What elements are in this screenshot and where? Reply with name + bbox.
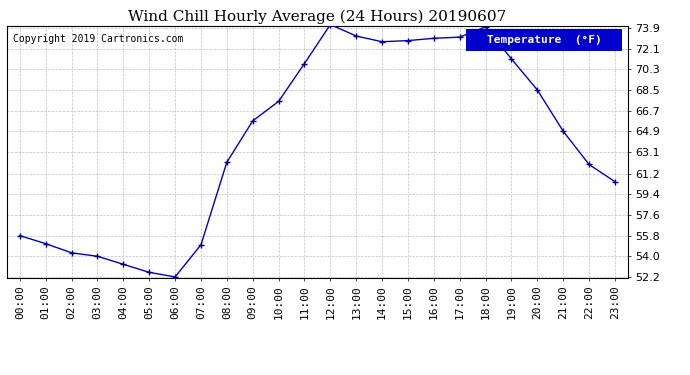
Title: Wind Chill Hourly Average (24 Hours) 20190607: Wind Chill Hourly Average (24 Hours) 201… — [128, 9, 506, 24]
Text: Copyright 2019 Cartronics.com: Copyright 2019 Cartronics.com — [13, 34, 184, 44]
